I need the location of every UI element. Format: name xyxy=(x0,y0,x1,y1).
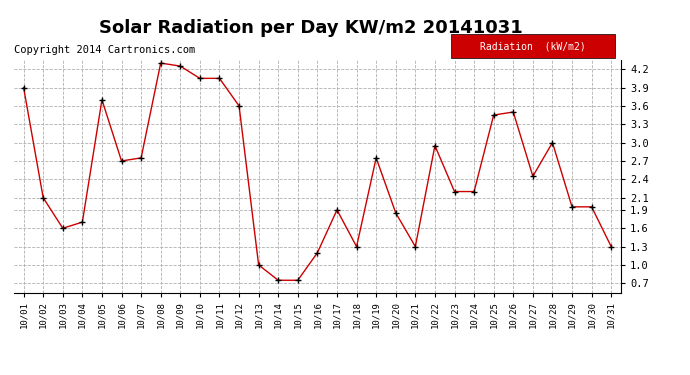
Text: Copyright 2014 Cartronics.com: Copyright 2014 Cartronics.com xyxy=(14,45,195,56)
Text: Radiation  (kW/m2): Radiation (kW/m2) xyxy=(480,41,586,51)
FancyBboxPatch shape xyxy=(451,34,615,58)
Text: Solar Radiation per Day KW/m2 20141031: Solar Radiation per Day KW/m2 20141031 xyxy=(99,19,522,37)
